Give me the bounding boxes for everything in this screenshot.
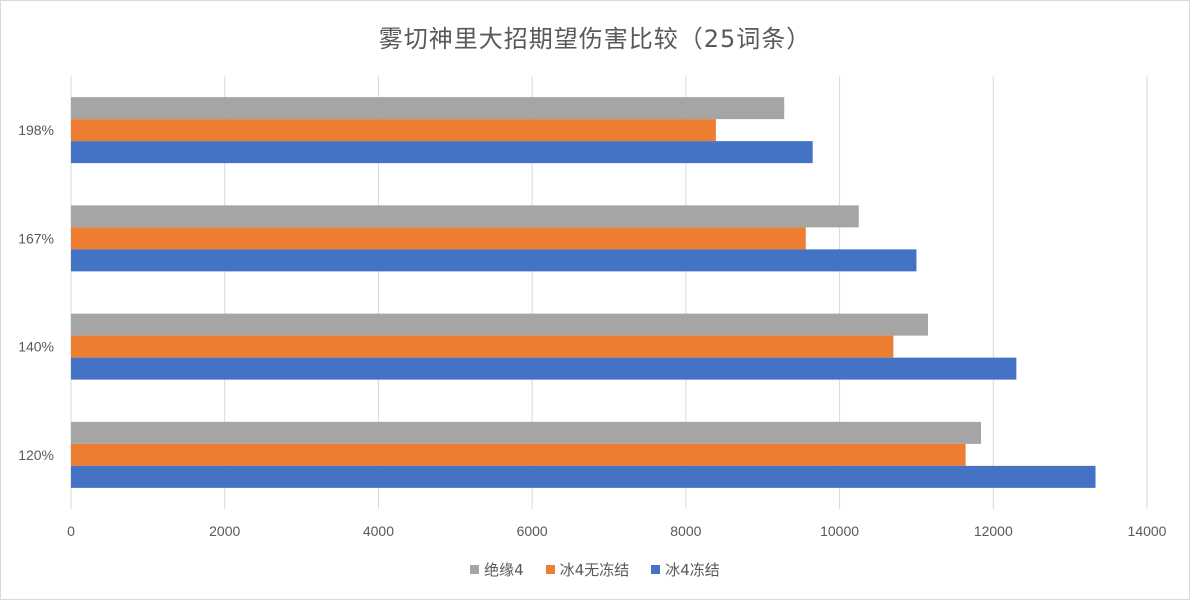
legend-label: 绝缘4	[484, 561, 524, 579]
legend-item: 冰4冻结	[651, 559, 720, 580]
y-tick-label: 120%	[18, 447, 54, 463]
bar-2-3	[71, 335, 894, 358]
bar-1-4	[71, 421, 981, 444]
bar-1-3	[71, 313, 928, 336]
bar-1-2	[71, 205, 859, 228]
bar-3-3	[71, 357, 1017, 380]
x-tick-label: 12000	[974, 523, 1013, 539]
bar-3-4	[71, 465, 1096, 488]
x-tick-label: 10000	[820, 523, 859, 539]
bar-3-1	[71, 141, 813, 164]
x-tick-label: 6000	[517, 523, 548, 539]
legend-label: 冰4冻结	[665, 561, 720, 579]
bar-2-2	[71, 227, 806, 250]
y-tick-label: 167%	[18, 230, 54, 246]
x-tick-label: 14000	[1128, 523, 1167, 539]
x-tick-label: 4000	[363, 523, 394, 539]
legend-item: 绝缘4	[470, 559, 524, 580]
bar-1-1	[71, 97, 785, 120]
legend: 绝缘4 冰4无冻结 冰4冻结	[1, 559, 1189, 580]
bar-3-2	[71, 249, 917, 272]
legend-swatch	[545, 565, 555, 574]
legend-swatch	[651, 565, 661, 574]
legend-label: 冰4无冻结	[559, 561, 630, 579]
y-tick-label: 140%	[18, 339, 54, 355]
chart-title: 雾切神里大招期望伤害比较（25词条）	[378, 25, 812, 53]
bar-2-4	[71, 443, 966, 466]
legend-item: 冰4无冻结	[545, 559, 630, 580]
bar-2-1	[71, 119, 716, 142]
y-tick-label: 198%	[18, 122, 54, 138]
x-tick-label: 0	[67, 523, 75, 539]
x-tick-label: 8000	[670, 523, 701, 539]
legend-swatch	[470, 565, 480, 574]
x-tick-label: 2000	[209, 523, 240, 539]
